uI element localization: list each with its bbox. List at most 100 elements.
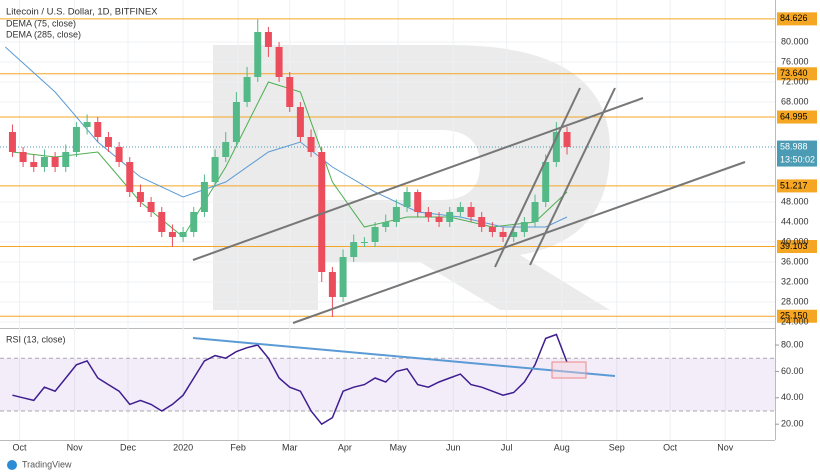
candle-body <box>136 192 144 202</box>
candle-body <box>360 242 368 243</box>
candle-body <box>126 162 134 192</box>
y-tick-label: 68.000 <box>781 96 809 106</box>
candle-body <box>296 107 304 137</box>
y-tick-label: 28.000 <box>781 296 809 306</box>
level-label-box <box>777 110 817 124</box>
x-tick-label: Sep <box>609 442 625 452</box>
level-label-box <box>777 12 817 26</box>
candle-body <box>115 147 123 162</box>
footer: TradingView <box>22 459 72 469</box>
candle-body <box>264 32 272 47</box>
level-label-box <box>777 67 817 81</box>
candle-body <box>563 132 571 147</box>
candle-body <box>371 227 379 242</box>
candle-body <box>232 102 240 142</box>
highlight-box <box>551 361 587 379</box>
candle-body <box>254 32 262 77</box>
y-tick-label: 20.00 <box>781 419 804 429</box>
x-tick-label: Nov <box>67 442 84 452</box>
y-tick-label: 76.000 <box>781 56 809 66</box>
chart-title: Litecoin / U.S. Dollar, 1D, BITFINEX <box>6 7 158 18</box>
x-tick-label: Mar <box>282 442 298 452</box>
rsi-title: RSI (13, close) <box>6 334 66 344</box>
candle-body <box>488 227 496 232</box>
rsi-line <box>12 333 568 426</box>
candle-body <box>446 212 454 222</box>
candle-body <box>424 212 432 217</box>
logo <box>7 460 17 470</box>
candle-body <box>414 192 422 212</box>
candle-body <box>51 157 59 167</box>
candle-body <box>200 182 208 212</box>
candle-body <box>499 232 507 237</box>
level-label-box <box>777 309 817 323</box>
candle-body <box>94 122 102 137</box>
candle-body <box>520 222 528 232</box>
level-label: 25.150 <box>780 311 808 321</box>
candle-body <box>339 257 347 297</box>
x-tick-label: Nov <box>717 442 734 452</box>
x-tick-label: May <box>390 442 408 452</box>
x-tick-label: Oct <box>13 442 28 452</box>
y-tick-label: 60.00 <box>781 366 804 376</box>
candle-body <box>275 47 283 77</box>
rsi-trend-line <box>192 337 616 377</box>
y-tick-label: 80.00 <box>781 339 804 349</box>
level-label: 73.640 <box>780 68 808 78</box>
candle-body <box>435 217 443 222</box>
candle-body <box>307 137 315 152</box>
dema-line <box>12 81 568 238</box>
candle-body <box>179 232 187 237</box>
y-tick-label: 80.000 <box>781 36 809 46</box>
drawings <box>192 87 746 379</box>
candle-body <box>392 207 400 222</box>
candle-body <box>350 242 358 257</box>
candle-body <box>243 77 251 102</box>
candle-body <box>286 77 294 107</box>
x-tick-label: Oct <box>663 442 678 452</box>
candle-body <box>104 137 112 147</box>
candle-body <box>382 222 390 227</box>
trend-line <box>192 97 644 261</box>
y-tick-label: 48.000 <box>781 196 809 206</box>
candle-body <box>158 212 166 232</box>
y-tick-label: 72.000 <box>781 76 809 86</box>
candle-body <box>318 152 326 272</box>
rsi-band <box>0 358 775 411</box>
countdown: 13:50:02 <box>780 154 815 164</box>
candle-body <box>190 212 198 232</box>
y-tick-label: 40.00 <box>781 392 804 402</box>
candle-body <box>531 202 539 222</box>
level-label: 64.995 <box>780 111 808 121</box>
candle-body <box>147 202 155 212</box>
level-label: 51.217 <box>780 180 808 190</box>
candle-body <box>19 152 27 162</box>
candle-body <box>403 192 411 207</box>
candle-body <box>552 132 560 162</box>
x-tick-label: Dec <box>120 442 137 452</box>
y-tick-label: 36.000 <box>781 256 809 266</box>
candle-body <box>478 217 486 227</box>
candle-body <box>30 162 38 167</box>
y-tick-label: 32.000 <box>781 276 809 286</box>
candle-body <box>8 132 16 152</box>
candle-body <box>328 272 336 297</box>
level-label: 84.626 <box>780 13 808 23</box>
candle-body <box>222 142 230 157</box>
legend-entry: DEMA (75, close) <box>6 18 76 28</box>
x-tick-label: 2020 <box>173 442 193 452</box>
level-label-box <box>777 179 817 193</box>
candle-body <box>40 157 48 167</box>
last-price-label: 58.988 <box>780 141 808 151</box>
candle-body <box>168 232 176 237</box>
last-price-box <box>777 140 817 167</box>
candle-body <box>456 207 464 212</box>
x-tick-label: Aug <box>554 442 570 452</box>
x-tick-label: Jul <box>501 442 513 452</box>
y-tick-label: 40.000 <box>781 236 809 246</box>
trend-line <box>292 161 746 324</box>
watermark <box>213 45 610 310</box>
candle-body <box>467 207 475 217</box>
